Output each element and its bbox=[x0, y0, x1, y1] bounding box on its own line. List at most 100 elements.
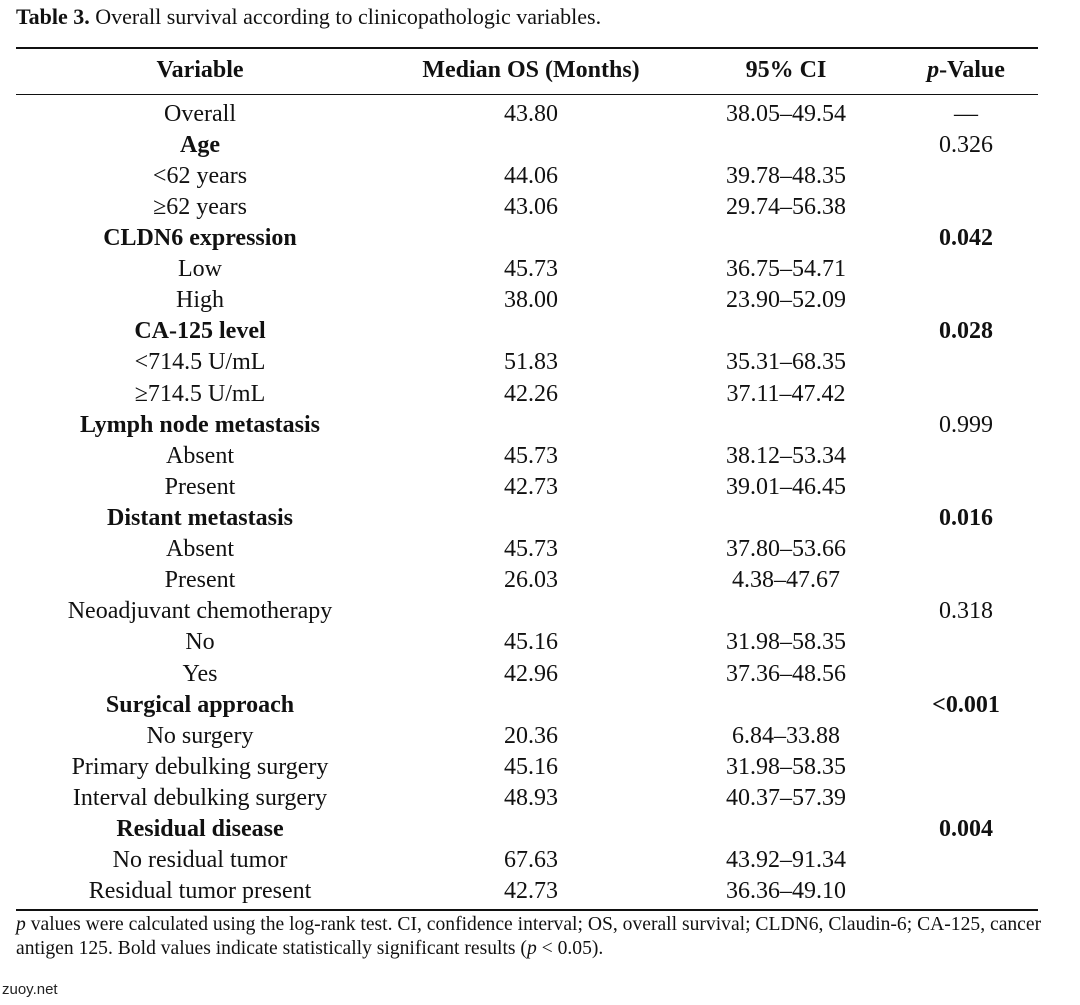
table-row: <62 years 44.06 39.78–48.35 bbox=[16, 160, 1038, 191]
cell-variable: <62 years bbox=[152, 162, 248, 189]
cell-median-os bbox=[384, 409, 678, 440]
cell-variable: Primary debulking surgery bbox=[71, 753, 329, 780]
cell-median-os bbox=[384, 814, 678, 845]
cell-p-value bbox=[894, 254, 1038, 285]
cell-median-os: 51.83 bbox=[504, 349, 558, 376]
cell-variable: CA-125 level bbox=[134, 318, 266, 345]
cell-median-os bbox=[384, 689, 678, 720]
table-group-row: CLDN6 expression 0.042 bbox=[16, 222, 1038, 253]
cell-p-value: <0.001 bbox=[932, 691, 1000, 718]
cell-variable: Interval debulking surgery bbox=[72, 784, 328, 811]
cell-median-os: 45.16 bbox=[504, 629, 558, 656]
table-row: Neoadjuvant chemotherapy 0.318 bbox=[16, 596, 1038, 627]
cell-95-ci: 35.31–68.35 bbox=[726, 349, 846, 376]
footnote-p-italic-2: p bbox=[526, 938, 537, 959]
cell-median-os: 42.73 bbox=[504, 878, 558, 905]
table-row: Present 42.73 39.01–46.45 bbox=[16, 471, 1038, 502]
cell-p-value bbox=[894, 876, 1038, 907]
cell-95-ci: 37.36–48.56 bbox=[726, 660, 846, 687]
cell-95-ci: 31.98–58.35 bbox=[726, 629, 846, 656]
table-row: Residual tumor present 42.73 36.36–49.10 bbox=[16, 876, 1038, 907]
cell-p-value bbox=[894, 471, 1038, 502]
table-row: Low 45.73 36.75–54.71 bbox=[16, 254, 1038, 285]
cell-variable: Lymph node metastasis bbox=[79, 411, 321, 438]
table-row: High 38.00 23.90–52.09 bbox=[16, 285, 1038, 316]
cell-median-os: 67.63 bbox=[504, 847, 558, 874]
cell-median-os bbox=[384, 129, 678, 160]
header-p-rest: -Value bbox=[939, 57, 1005, 83]
cell-p-value bbox=[894, 534, 1038, 565]
cell-95-ci: 31.98–58.35 bbox=[726, 753, 846, 780]
cell-p-value bbox=[894, 378, 1038, 409]
cell-95-ci: 39.78–48.35 bbox=[726, 162, 846, 189]
cell-median-os: 43.80 bbox=[504, 100, 558, 127]
cell-p-value: 0.326 bbox=[939, 131, 993, 158]
cell-variable: No residual tumor bbox=[112, 847, 288, 874]
cell-variable: Residual disease bbox=[116, 816, 284, 843]
footnote-text-end: < 0.05). bbox=[536, 938, 604, 959]
cell-p-value: 0.042 bbox=[939, 224, 993, 251]
table-row: <714.5 U/mL 51.83 35.31–68.35 bbox=[16, 347, 1038, 378]
survival-table-body: Overall 43.80 38.05–49.54— Age 0.326 <62 year… bbox=[16, 98, 1038, 907]
watermark: zuoy.net bbox=[2, 981, 58, 998]
cell-variable: CLDN6 expression bbox=[103, 224, 297, 251]
cell-p-value bbox=[894, 751, 1038, 782]
cell-variable: Absent bbox=[166, 442, 234, 469]
cell-variable: ≥62 years bbox=[153, 193, 247, 220]
cell-variable: Absent bbox=[166, 536, 234, 563]
cell-median-os: 43.06 bbox=[504, 193, 558, 220]
table-group-row: Age 0.326 bbox=[16, 129, 1038, 160]
cell-p-value bbox=[894, 191, 1038, 222]
cell-p-value bbox=[894, 658, 1038, 689]
cell-95-ci bbox=[678, 316, 894, 347]
cell-p-value bbox=[894, 347, 1038, 378]
table-bottom-rule bbox=[16, 909, 1038, 911]
cell-median-os: 44.06 bbox=[504, 162, 558, 189]
cell-p-value bbox=[894, 845, 1038, 876]
table-row: Interval debulking surgery 48.93 40.37–57.… bbox=[16, 782, 1038, 813]
table-row: Present 26.03 4.38–47.67 bbox=[16, 565, 1038, 596]
cell-p-value bbox=[894, 627, 1038, 658]
cell-95-ci bbox=[678, 596, 894, 627]
cell-p-value bbox=[894, 720, 1038, 751]
table-row: ≥62 years 43.06 29.74–56.38 bbox=[16, 191, 1038, 222]
cell-p-value bbox=[894, 440, 1038, 471]
table-group-row: CA-125 level 0.028 bbox=[16, 316, 1038, 347]
cell-variable: No bbox=[185, 629, 215, 656]
cell-95-ci: 38.12–53.34 bbox=[726, 442, 846, 469]
cell-p-value bbox=[894, 160, 1038, 191]
survival-table: Overall 43.80 38.05–49.54— Age 0.326 <62 year… bbox=[16, 98, 1038, 907]
cell-95-ci: 39.01–46.45 bbox=[726, 473, 846, 500]
cell-median-os: 45.16 bbox=[504, 753, 558, 780]
cell-95-ci: 29.74–56.38 bbox=[726, 193, 846, 220]
cell-95-ci bbox=[678, 814, 894, 845]
cell-p-value: 0.999 bbox=[939, 411, 993, 438]
cell-median-os: 20.36 bbox=[504, 722, 558, 749]
table-row: Overall 43.80 38.05–49.54 — bbox=[16, 98, 1038, 129]
cell-variable: Neoadjuvant chemotherapy bbox=[67, 598, 333, 625]
cell-95-ci bbox=[678, 222, 894, 253]
cell-95-ci bbox=[678, 409, 894, 440]
cell-variable: Surgical approach bbox=[105, 691, 295, 718]
cell-variable: Low bbox=[178, 256, 222, 283]
table-footnote: p values were calculated using the log-r… bbox=[16, 913, 1066, 961]
table-row: ≥714.5 U/mL 42.26 37.11–47.42 bbox=[16, 378, 1038, 409]
cell-variable: Age bbox=[180, 131, 220, 158]
table-caption: Table 3. Overall survival according to c… bbox=[16, 4, 601, 30]
cell-95-ci: 37.80–53.66 bbox=[726, 536, 846, 563]
cell-p-value: — bbox=[954, 100, 978, 127]
header-variable: Variable bbox=[156, 57, 244, 83]
table-group-row: Lymph node metastasis 0.999 bbox=[16, 409, 1038, 440]
cell-median-os bbox=[384, 222, 678, 253]
cell-variable: High bbox=[176, 287, 224, 314]
table-group-row: Residual disease 0.004 bbox=[16, 814, 1038, 845]
table-header-rule bbox=[16, 94, 1038, 95]
cell-variable: Overall bbox=[164, 100, 236, 127]
cell-95-ci: 43.92–91.34 bbox=[726, 847, 846, 874]
cell-95-ci: 36.75–54.71 bbox=[726, 256, 846, 283]
cell-p-value: 0.016 bbox=[939, 504, 993, 531]
table-row: No surgery 20.36 6.84–33.88 bbox=[16, 720, 1038, 751]
cell-variable: Yes bbox=[182, 660, 218, 687]
header-95-ci: 95% CI bbox=[745, 57, 827, 83]
cell-95-ci: 6.84–33.88 bbox=[732, 722, 840, 749]
